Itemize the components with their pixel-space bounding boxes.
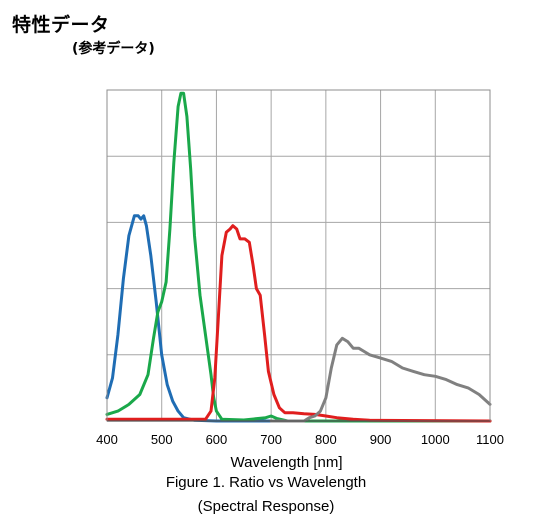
chart-frame <box>106 89 491 422</box>
figure-caption-sub: (Spectral Response) <box>197 498 335 515</box>
x-tick-label: 400 <box>96 432 118 447</box>
series-line-1 <box>105 214 492 423</box>
x-axis-title: Wavelength [nm] <box>231 454 343 471</box>
x-tick-label: 1100 <box>476 432 504 447</box>
x-tick-label: 800 <box>315 432 337 447</box>
chart-series <box>105 91 492 423</box>
x-tick-label: 900 <box>370 432 392 447</box>
page-subtitle: (参考データ) <box>72 41 155 57</box>
page-title: 特性データ <box>12 14 110 36</box>
x-tick-label: 700 <box>260 432 282 447</box>
series-line-2 <box>105 91 492 423</box>
figure-caption: Figure 1. Ratio vs Wavelength <box>165 474 367 491</box>
x-tick-label: 1000 <box>421 432 450 447</box>
x-tick-label: 600 <box>206 432 228 447</box>
x-tick-label: 500 <box>151 432 173 447</box>
series-line-4 <box>269 336 492 423</box>
x-tick-labels: 400 500 600 700 800 900 1000 1100 <box>96 432 504 447</box>
series-line-3 <box>105 224 492 423</box>
